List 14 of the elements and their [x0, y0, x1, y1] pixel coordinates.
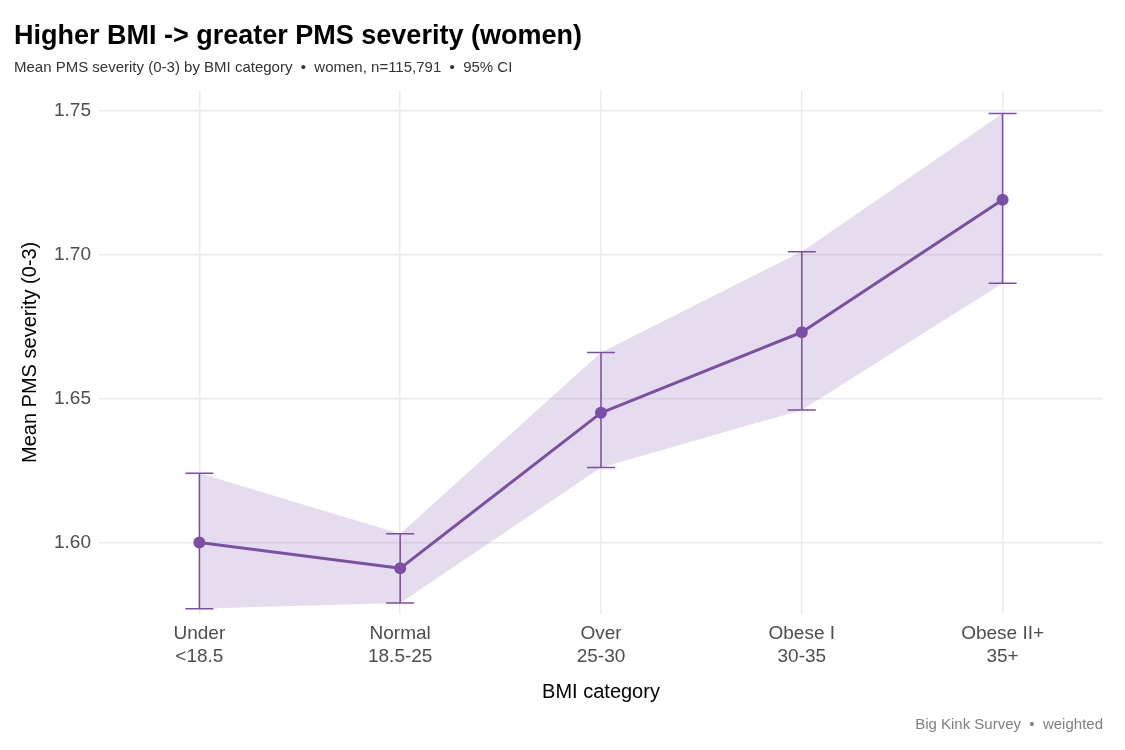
- x-tick-label: Under <18.5: [173, 622, 226, 666]
- y-tick-label: 1.65: [54, 386, 91, 408]
- y-tick-label: 1.70: [54, 242, 91, 264]
- chart-subtitle: Mean PMS severity (0-3) by BMI category • women, n=115,791 • 95% CI: [14, 57, 513, 75]
- x-tick-label: Obese I 30-35: [768, 622, 836, 666]
- x-tick-label: Normal 18.5-25: [367, 622, 433, 666]
- x-tick-label: Over 25-30: [576, 622, 626, 666]
- chart-title: Higher BMI -> greater PMS severity (women): [14, 19, 582, 50]
- y-tick-label: 1.75: [54, 98, 91, 120]
- x-axis-title: BMI category: [542, 679, 660, 702]
- text: Big Kink Survey • weighted: [915, 714, 1103, 732]
- y-tick-label: 1.60: [54, 530, 91, 552]
- y-axis-title: Mean PMS severity (0-3): [17, 241, 40, 463]
- x-tick-label: Obese II+ 35+: [961, 622, 1045, 666]
